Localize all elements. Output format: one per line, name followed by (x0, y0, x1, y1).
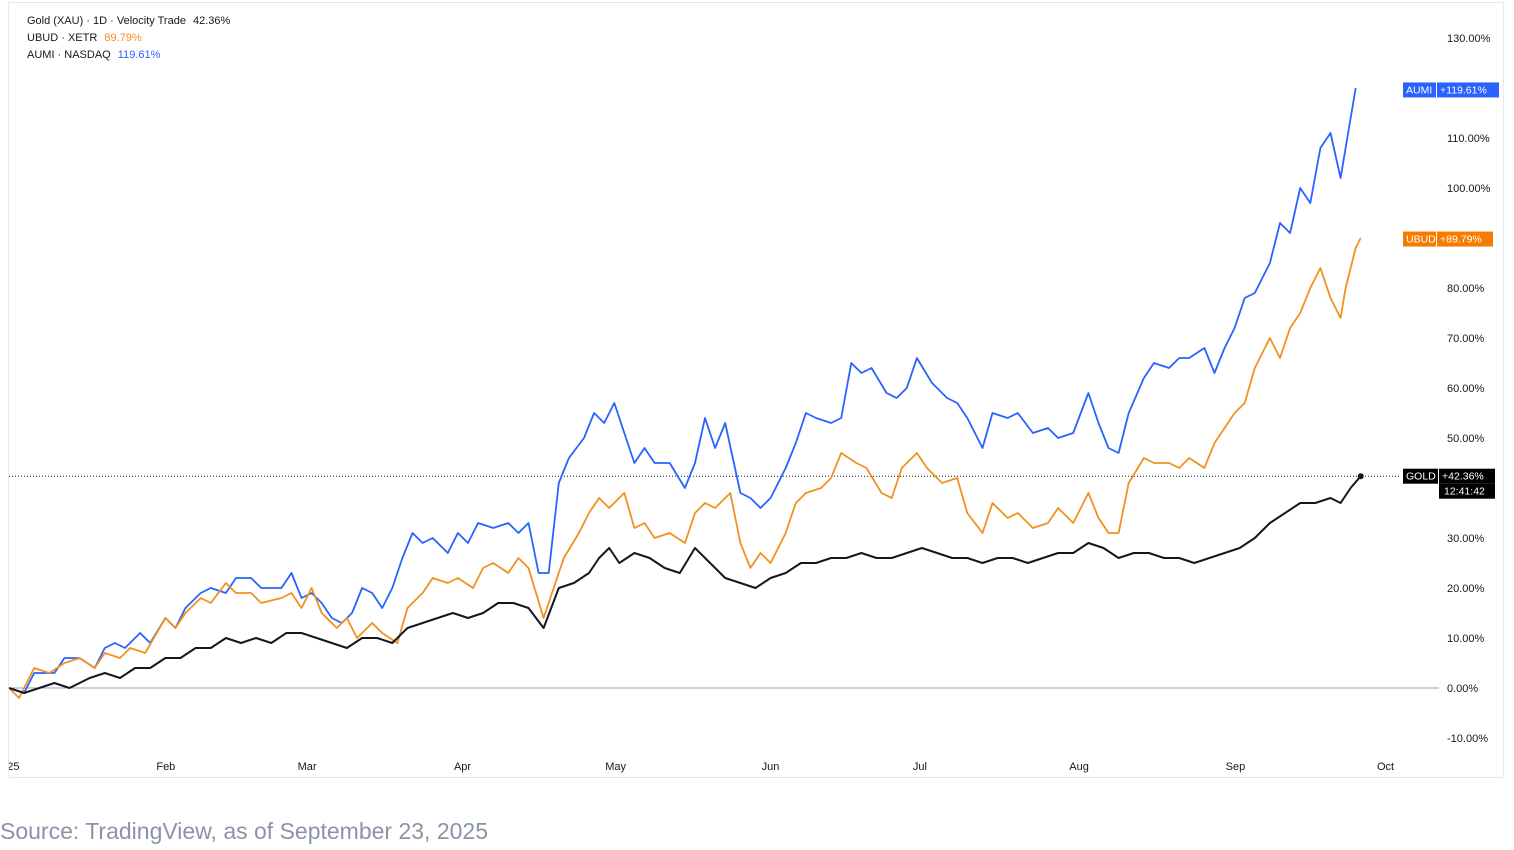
x-tick-label: Aug (1069, 761, 1089, 773)
x-tick-label: May (605, 761, 626, 773)
chart-frame: 130.00% 110.00% 100.00% 80.00% 70.00% 60.00% 5… (8, 2, 1504, 778)
badge-value-label-gold: +42.36% (1442, 471, 1484, 483)
x-tick-label: Apr (454, 761, 471, 773)
badge-value-aumi (1437, 82, 1499, 98)
legend-label-ubud: UBUD · XETR (27, 32, 98, 44)
legend-value-ubud: 89.79% (104, 32, 142, 44)
y-tick-label: -10.00% (1447, 733, 1488, 745)
badge-value-ubud (1437, 231, 1493, 247)
y-tick-label: 50.00% (1447, 433, 1485, 445)
badge-countdown-label-gold: 12:41:42 (1444, 486, 1485, 498)
y-tick-label: 130.00% (1447, 33, 1491, 45)
x-tick-label: Feb (156, 761, 175, 773)
badge-value-gold (1439, 468, 1495, 484)
legend-row-ubud[interactable]: UBUD · XETR 89.79% (27, 30, 230, 47)
source-caption: Source: TradingView, as of September 23,… (0, 818, 488, 844)
y-tick-label: 70.00% (1447, 333, 1485, 345)
legend-label-aumi: AUMI · NASDAQ (27, 49, 111, 61)
chart-plot-area: 130.00% 110.00% 100.00% 80.00% 70.00% 60.00% 5… (9, 33, 1499, 773)
x-tick-label: Jul (913, 761, 927, 773)
badge-ticker-aumi (1403, 82, 1436, 98)
y-tick-label: 100.00% (1447, 183, 1491, 195)
series-line-gold (9, 475, 1362, 694)
legend-value-aumi: 119.61% (117, 49, 161, 61)
y-tick-label: 20.00% (1447, 583, 1485, 595)
x-tick-label: Oct (1377, 761, 1394, 773)
badge-value-label-aumi: +119.61% (1440, 84, 1487, 96)
y-tick-label: 110.00% (1447, 133, 1490, 145)
y-tick-label: 30.00% (1447, 533, 1485, 545)
chart-legend: Gold (XAU) · 1D · Velocity Trade 42.36% … (27, 13, 230, 64)
legend-label-gold: Gold (XAU) · 1D · Velocity Trade (27, 15, 186, 27)
y-tick-label: 80.00% (1447, 283, 1485, 295)
badge-ticker-label-ubud: UBUD (1406, 234, 1436, 246)
badge-ticker-label-gold: GOLD (1406, 471, 1436, 483)
legend-row-aumi[interactable]: AUMI · NASDAQ 119.61% (27, 47, 230, 64)
y-tick-label: 0.00% (1447, 683, 1478, 695)
legend-value-gold: 42.36% (193, 15, 231, 27)
gold-last-point (1357, 473, 1364, 480)
y-tick-label: 60.00% (1447, 383, 1485, 395)
x-tick-label: Jun (762, 761, 780, 773)
y-tick-label: 10.00% (1447, 633, 1485, 645)
legend-row-gold[interactable]: Gold (XAU) · 1D · Velocity Trade 42.36% (27, 13, 230, 30)
x-tick-label: Mar (298, 761, 317, 773)
x-tick-label: 2025 (9, 761, 19, 773)
series-line-ubud (9, 237, 1362, 699)
badge-value-label-ubud: +89.79% (1440, 234, 1482, 246)
badge-ticker-label-aumi: AUMI (1406, 84, 1432, 96)
badge-countdown-gold (1439, 483, 1495, 499)
badge-ticker-gold (1403, 468, 1438, 484)
badge-ticker-ubud (1403, 231, 1436, 247)
series-line-aumi (9, 87, 1357, 694)
x-tick-label: Sep (1226, 761, 1246, 773)
